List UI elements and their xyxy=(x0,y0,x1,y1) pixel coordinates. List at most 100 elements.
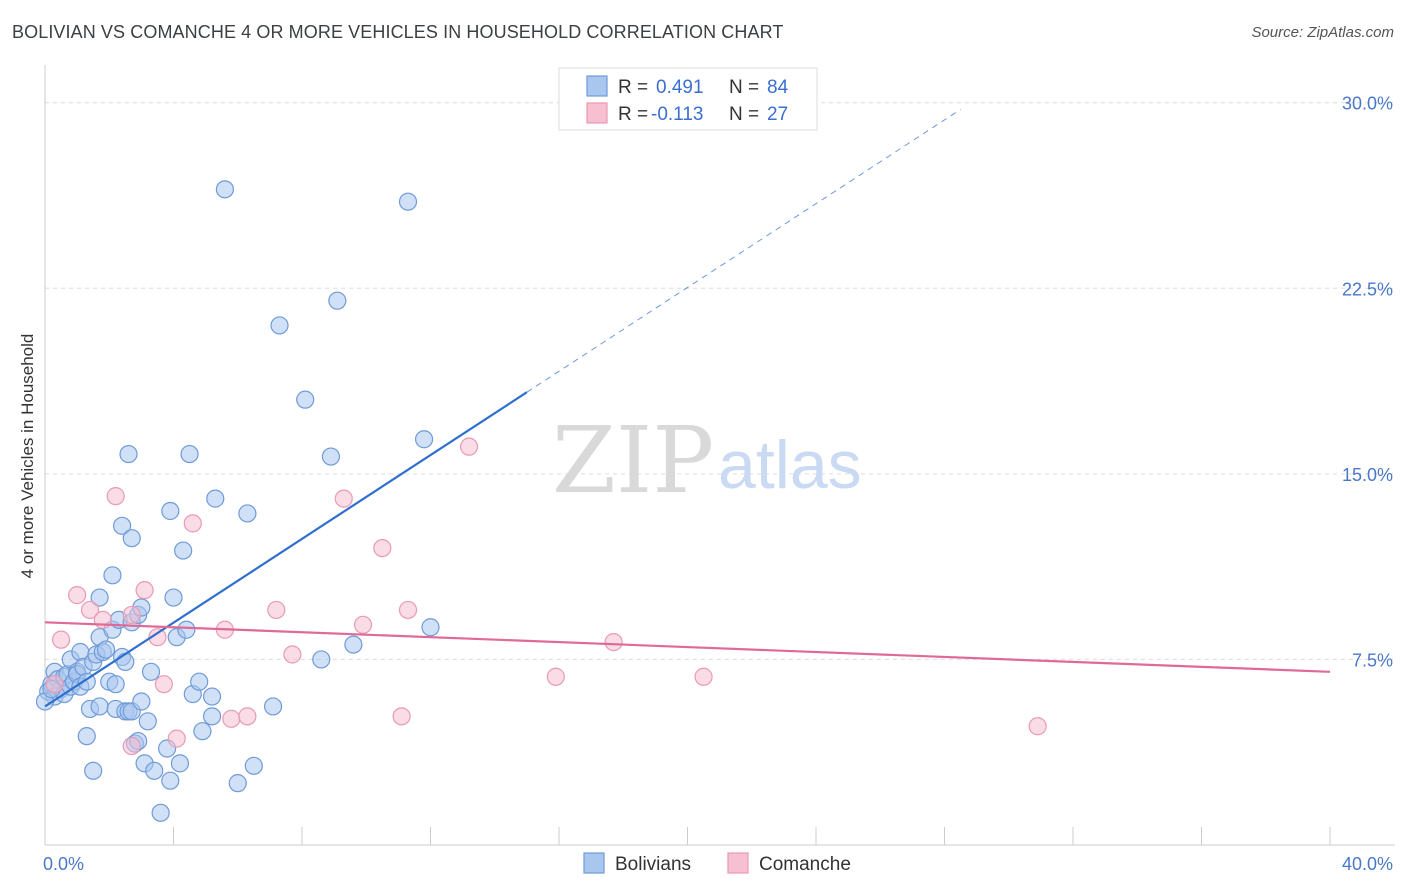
legend-bottom-swatch-comanche xyxy=(727,852,749,874)
chart-title: BOLIVIAN VS COMANCHE 4 OR MORE VEHICLES … xyxy=(12,22,784,42)
bolivians-point xyxy=(90,697,109,716)
bolivians-point xyxy=(202,707,222,726)
bolivians-point xyxy=(321,447,341,466)
comanche-trend-line xyxy=(44,621,1331,673)
x-tick-label: 40.0% xyxy=(1342,854,1393,874)
bolivians-point xyxy=(180,444,199,464)
legend-bottom-swatch-bolivians xyxy=(583,852,605,874)
grid-lines xyxy=(45,102,1395,660)
bolivians-point xyxy=(112,516,132,535)
bolivians-trend-extension xyxy=(526,109,961,393)
trend-lines xyxy=(44,109,1331,708)
bolivians-point xyxy=(202,687,222,706)
comanche-point xyxy=(68,586,87,605)
comanche-point xyxy=(106,487,125,506)
comanche-point xyxy=(222,709,241,728)
bolivians-point xyxy=(414,430,434,449)
comanche-point xyxy=(334,489,353,508)
comanche-point xyxy=(122,605,141,625)
bolivians-point xyxy=(328,291,347,310)
comanche-point xyxy=(604,633,623,652)
comanche-point xyxy=(80,600,100,620)
comanche-point xyxy=(51,630,71,649)
comanche-point xyxy=(459,437,479,456)
comanche-point xyxy=(392,707,411,726)
axes xyxy=(44,65,1395,846)
bolivians-point xyxy=(161,501,180,521)
bolivians-point xyxy=(138,712,157,731)
legend-r-value-bolivians: 0.491 xyxy=(656,77,704,98)
bolivians-point xyxy=(177,620,196,639)
legend-swatch-bolivians xyxy=(586,75,608,97)
x-tick-label: 0.0% xyxy=(43,854,84,874)
bolivians-point xyxy=(398,192,418,211)
legend-r-value-comanche: -0.113 xyxy=(651,104,703,125)
comanche-point xyxy=(122,736,141,756)
bolivians-point xyxy=(170,754,190,773)
comanche-point xyxy=(183,514,202,533)
bolivians-point xyxy=(145,761,164,780)
legend-bottom: Bolivians Comanche xyxy=(583,852,851,875)
watermark-atlas: atlas xyxy=(718,427,862,503)
comanche-point xyxy=(154,675,173,694)
legend-swatch-comanche xyxy=(586,102,608,124)
legend-bottom-label-comanche: Comanche xyxy=(759,854,851,875)
legend-r-label-bolivians: R = xyxy=(618,77,648,98)
data-points xyxy=(35,180,1047,822)
comanche-point xyxy=(267,600,286,620)
y-axis-title: 4 or more Vehicles in Household xyxy=(18,334,37,579)
bolivians-point xyxy=(103,566,122,585)
bolivians-point xyxy=(96,640,116,659)
comanche-point xyxy=(45,675,64,694)
bolivians-point xyxy=(122,529,141,548)
watermark: ZIP atlas xyxy=(552,407,862,514)
legend-bottom-label-bolivians: Bolivians xyxy=(615,854,691,875)
comanche-point xyxy=(167,729,186,748)
bolivians-point xyxy=(263,697,283,716)
bolivians-point xyxy=(238,504,257,523)
comanche-point xyxy=(135,581,154,600)
y-tick-label: 15.0% xyxy=(1342,465,1393,485)
comanche-point xyxy=(148,628,167,647)
comanche-point xyxy=(546,667,565,686)
bolivians-point xyxy=(174,541,193,560)
legend-r-label-comanche: R = xyxy=(618,104,648,125)
bolivians-point xyxy=(270,316,289,335)
bolivians-point xyxy=(119,444,138,464)
bolivians-point xyxy=(132,692,151,711)
bolivians-point xyxy=(164,588,183,607)
legend-n-label-comanche: N = xyxy=(729,104,759,125)
bolivians-trend-line xyxy=(44,391,528,708)
comanche-point xyxy=(353,615,373,634)
bolivians-point xyxy=(228,774,247,793)
bolivians-point xyxy=(296,390,315,409)
watermark-zip: ZIP xyxy=(552,407,714,514)
comanche-point xyxy=(283,645,302,664)
bolivians-point xyxy=(312,650,331,669)
bolivians-point xyxy=(90,588,109,607)
bolivians-point xyxy=(193,722,212,741)
bolivians-point xyxy=(151,803,170,822)
bolivians-point xyxy=(161,771,180,790)
bolivians-point xyxy=(244,756,263,775)
tick-labels: 7.5% 15.0% 22.5% 30.0% 0.0% 40.0% xyxy=(43,94,1393,874)
legend-n-label-bolivians: N = xyxy=(729,77,759,98)
legend-top: R = 0.491 N = 84 R = -0.113 N = 27 xyxy=(558,67,818,131)
y-tick-label: 22.5% xyxy=(1342,279,1393,299)
comanche-point xyxy=(398,600,418,620)
bolivians-point xyxy=(190,672,209,691)
source-label: Source: ZipAtlas.com xyxy=(1251,24,1394,41)
bolivians-point xyxy=(344,635,363,654)
bolivians-point xyxy=(106,675,125,694)
bolivians-point xyxy=(77,727,96,746)
bolivians-point xyxy=(421,618,440,637)
legend-n-value-comanche: 27 xyxy=(767,104,788,125)
comanche-point xyxy=(238,707,257,726)
bolivians-point xyxy=(206,489,225,508)
bolivians-point xyxy=(116,652,135,672)
comanche-point xyxy=(373,538,392,558)
y-tick-label: 30.0% xyxy=(1342,94,1393,114)
y-tick-label: 7.5% xyxy=(1352,650,1393,670)
comanche-point xyxy=(1028,717,1047,736)
